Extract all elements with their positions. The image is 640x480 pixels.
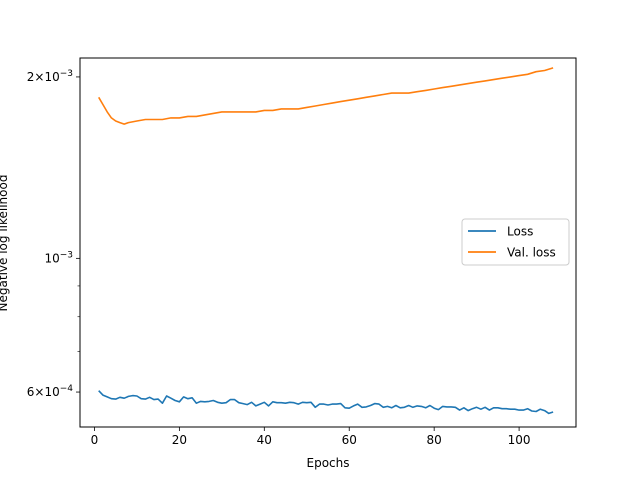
y-tick-label: 6×10−4 bbox=[27, 384, 74, 399]
x-tick-label: 80 bbox=[427, 433, 442, 447]
plot-frame bbox=[79, 57, 577, 428]
series-layer bbox=[98, 67, 554, 415]
x-tick-label: 20 bbox=[172, 433, 187, 447]
series-line-1 bbox=[98, 67, 554, 125]
x-tick-label: 0 bbox=[91, 433, 99, 447]
legend-label: Loss bbox=[507, 225, 533, 239]
legend: Loss Val. loss bbox=[461, 218, 570, 266]
x-axis-label: Epochs bbox=[307, 456, 350, 470]
x-axis: 0 20 40 60 80 100 bbox=[91, 427, 531, 447]
x-tick-label: 40 bbox=[257, 433, 272, 447]
y-tick-label: 10−3 bbox=[44, 250, 73, 265]
y-tick-label: 2×10−3 bbox=[27, 69, 73, 84]
legend-label: Val. loss bbox=[507, 246, 556, 260]
x-tick-label: 100 bbox=[508, 433, 531, 447]
series-line-0 bbox=[98, 390, 554, 415]
y-axis: 2×10−3 10−3 6×10−4 bbox=[27, 69, 80, 399]
y-axis-label: Negative log likelihood bbox=[0, 175, 10, 312]
x-tick-label: 60 bbox=[342, 433, 357, 447]
